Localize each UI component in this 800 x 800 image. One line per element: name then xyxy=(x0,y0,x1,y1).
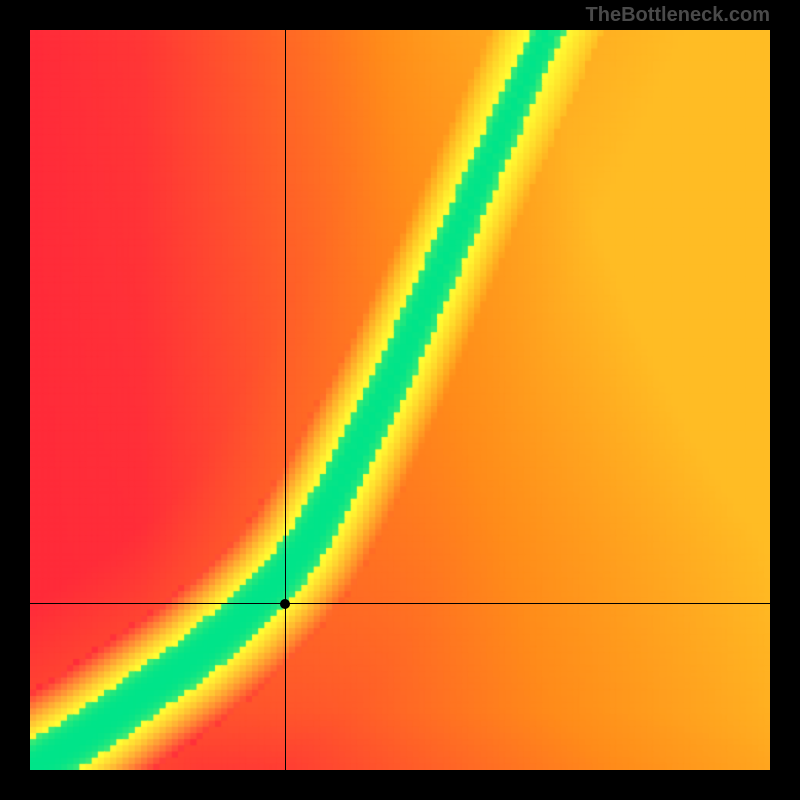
watermark-text: TheBottleneck.com xyxy=(586,4,770,27)
crosshair-horizontal xyxy=(30,603,770,604)
chart-container: TheBottleneck.com xyxy=(0,0,800,800)
bottleneck-heatmap xyxy=(30,30,770,770)
crosshair-vertical xyxy=(285,30,286,770)
crosshair-marker xyxy=(280,599,290,609)
